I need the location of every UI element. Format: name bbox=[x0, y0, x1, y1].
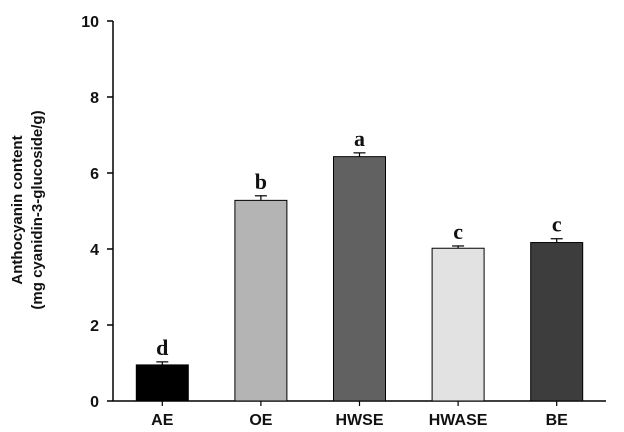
y-tick-label: 10 bbox=[81, 14, 99, 31]
significance-label: c bbox=[453, 219, 463, 244]
significance-label: d bbox=[156, 335, 168, 360]
y-tick-label: 6 bbox=[90, 166, 99, 183]
bar bbox=[135, 364, 189, 402]
plot-area: 0 2 4 6 8 10 d AE b OE a HWSE c HWASE c BE bbox=[81, 14, 606, 429]
y-axis-title-line2: (mg cyanidin-3-glucoside/g) bbox=[29, 110, 46, 309]
y-axis-title-line1: Anthocyanin content bbox=[9, 135, 26, 284]
y-axis-title: Anthocyanin content (mg cyanidin-3-gluco… bbox=[9, 110, 46, 309]
x-tick-label: OE bbox=[249, 412, 272, 429]
y-tick-label: 8 bbox=[90, 90, 99, 107]
bar bbox=[530, 242, 584, 402]
bar bbox=[431, 247, 485, 402]
significance-label: b bbox=[255, 169, 267, 194]
significance-label: c bbox=[552, 212, 562, 237]
y-tick-label: 4 bbox=[90, 242, 99, 259]
y-tick-label: 0 bbox=[90, 394, 99, 411]
y-tick-label: 2 bbox=[90, 318, 99, 335]
bar bbox=[234, 199, 288, 402]
significance-label: a bbox=[354, 126, 365, 151]
x-tick-label: AE bbox=[151, 412, 174, 429]
x-tick-label: BE bbox=[546, 412, 569, 429]
bar bbox=[333, 156, 386, 402]
x-tick-label: HWSE bbox=[336, 412, 384, 429]
x-tick-label: HWASE bbox=[429, 412, 488, 429]
